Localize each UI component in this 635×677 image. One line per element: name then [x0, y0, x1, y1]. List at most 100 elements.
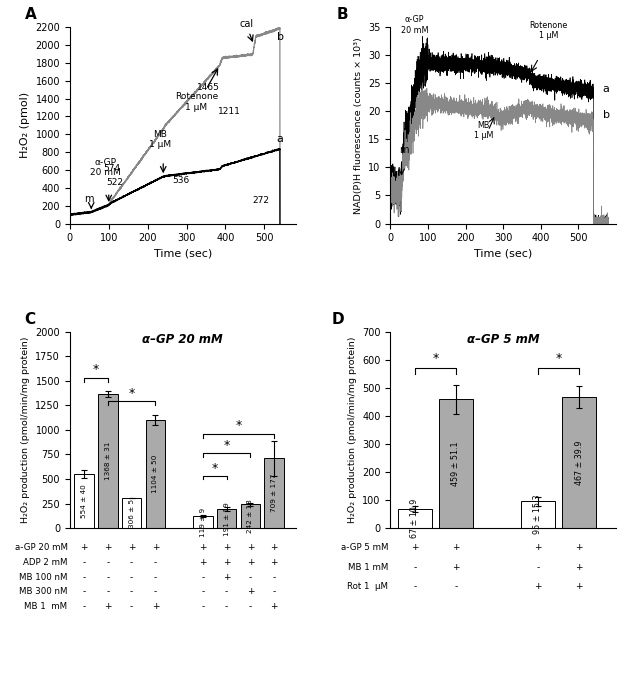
Text: -: - [83, 588, 86, 596]
Text: +: + [199, 543, 206, 552]
Bar [217, 509, 236, 528]
Text: MB 1 mM: MB 1 mM [347, 563, 388, 572]
Text: +: + [534, 543, 542, 552]
Bar [521, 502, 555, 528]
Text: -: - [83, 558, 86, 567]
Y-axis label: H₂O₂ production (pmol/min/mg protein): H₂O₂ production (pmol/min/mg protein) [347, 336, 356, 523]
Text: -: - [83, 602, 86, 611]
Text: +: + [246, 588, 254, 596]
Text: 242 ± 18: 242 ± 18 [248, 500, 253, 533]
Text: +: + [81, 543, 88, 552]
Text: *: * [432, 352, 439, 366]
Text: b: b [277, 32, 284, 43]
Text: -: - [272, 588, 276, 596]
Text: 67 ± 10.9: 67 ± 10.9 [410, 499, 419, 538]
Text: 574: 574 [104, 164, 121, 173]
Text: -: - [201, 588, 204, 596]
Text: a: a [603, 84, 610, 93]
Text: +: + [452, 543, 460, 552]
Text: -: - [537, 563, 540, 572]
Text: -: - [249, 573, 252, 582]
Text: 467 ± 39.9: 467 ± 39.9 [575, 440, 584, 485]
Text: *: * [128, 387, 135, 400]
Text: +: + [223, 558, 231, 567]
Text: +: + [152, 543, 159, 552]
Text: m: m [399, 146, 409, 156]
Text: 554 ± 40: 554 ± 40 [81, 484, 87, 518]
Text: 95 ± 15.3: 95 ± 15.3 [533, 495, 542, 534]
Text: +: + [411, 543, 418, 552]
Bar [398, 509, 432, 528]
Text: +: + [223, 573, 231, 582]
Text: MB 100 nM: MB 100 nM [19, 573, 67, 582]
Text: +: + [152, 602, 159, 611]
Text: -: - [201, 602, 204, 611]
Text: -: - [154, 558, 157, 567]
Text: b: b [603, 110, 610, 120]
Text: *: * [93, 364, 99, 376]
Text: α-GP
20 mM: α-GP 20 mM [90, 158, 121, 177]
Bar [562, 397, 596, 528]
Text: +: + [271, 558, 278, 567]
Text: -: - [106, 573, 109, 582]
Text: +: + [199, 558, 206, 567]
Text: -: - [225, 602, 228, 611]
Text: +: + [271, 602, 278, 611]
Bar [193, 517, 213, 528]
Text: Rotenone
1 μM: Rotenone 1 μM [529, 21, 568, 41]
Text: -: - [272, 573, 276, 582]
Text: +: + [223, 543, 231, 552]
Text: -: - [225, 588, 228, 596]
Text: *: * [556, 352, 561, 366]
Text: *: * [211, 462, 218, 475]
Y-axis label: H₂O₂ production (pmol/min/mg protein): H₂O₂ production (pmol/min/mg protein) [21, 336, 30, 523]
Text: +: + [271, 543, 278, 552]
Text: +: + [246, 543, 254, 552]
Text: D: D [331, 311, 344, 327]
Text: 1104 ± 50: 1104 ± 50 [152, 455, 158, 493]
Text: 1465: 1465 [197, 83, 220, 93]
Text: α-GP
20 mM: α-GP 20 mM [401, 16, 429, 35]
Text: -: - [130, 588, 133, 596]
X-axis label: Time (sec): Time (sec) [474, 249, 532, 259]
Text: -: - [249, 602, 252, 611]
X-axis label: Time (sec): Time (sec) [154, 249, 212, 259]
Text: B: B [336, 7, 348, 22]
Text: +: + [104, 543, 112, 552]
Text: 1211: 1211 [218, 107, 241, 116]
Y-axis label: H₂O₂ (pmol): H₂O₂ (pmol) [20, 92, 30, 158]
Text: 272: 272 [252, 196, 269, 204]
Text: -: - [154, 573, 157, 582]
Text: 306 ± 5: 306 ± 5 [129, 498, 135, 527]
Text: -: - [130, 602, 133, 611]
Text: α–GP 5 mM: α–GP 5 mM [467, 333, 539, 347]
Text: 709 ± 177: 709 ± 177 [271, 474, 277, 512]
Text: -: - [106, 588, 109, 596]
Bar [122, 498, 142, 528]
Y-axis label: NAD(P)H fluorescence (counts × 10³): NAD(P)H fluorescence (counts × 10³) [354, 37, 363, 214]
Text: a-GP 20 mM: a-GP 20 mM [15, 543, 67, 552]
Text: 459 ± 51.1: 459 ± 51.1 [451, 441, 460, 486]
Text: MB 300 nM: MB 300 nM [19, 588, 67, 596]
Bar [439, 399, 473, 528]
Text: -: - [454, 582, 458, 592]
Text: C: C [25, 311, 36, 327]
Text: MB
1 μM: MB 1 μM [474, 121, 493, 140]
Text: +: + [575, 582, 583, 592]
Text: -: - [413, 582, 417, 592]
Text: A: A [25, 7, 36, 22]
Text: -: - [130, 573, 133, 582]
Text: 1368 ± 31: 1368 ± 31 [105, 441, 111, 480]
Bar [264, 458, 284, 528]
Text: -: - [201, 573, 204, 582]
Text: 536: 536 [172, 176, 189, 185]
Text: α–GP 20 mM: α–GP 20 mM [142, 333, 223, 347]
Text: -: - [413, 563, 417, 572]
Text: 119 ± 9: 119 ± 9 [200, 508, 206, 537]
Text: 522: 522 [106, 177, 123, 187]
Text: -: - [83, 573, 86, 582]
Bar [241, 504, 260, 528]
Text: +: + [575, 543, 583, 552]
Text: +: + [246, 558, 254, 567]
Text: *: * [224, 439, 230, 452]
